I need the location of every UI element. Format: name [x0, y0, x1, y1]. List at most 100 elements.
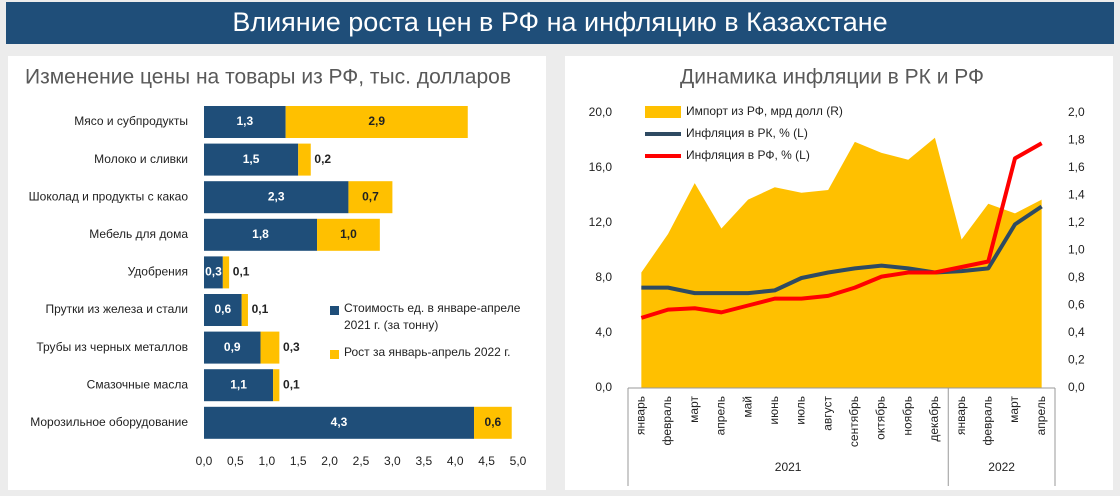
value-label: 0,1	[283, 377, 300, 391]
y2-tick-label: 1,4	[1068, 188, 1085, 202]
y-tick-label: Смазочные масла	[87, 377, 189, 391]
x-tick-label: апрель	[714, 396, 728, 435]
bar-segment	[204, 181, 349, 214]
x-tick-label: 3,5	[415, 454, 432, 468]
chart-title: Изменение цены на товары из РФ, тыс. дол…	[25, 66, 511, 89]
bar-segment	[474, 406, 512, 439]
x-tick-label: октябрь	[874, 396, 888, 440]
value-label: 1,3	[236, 114, 253, 128]
legend-label-box: Стоимость ед. в январе-апреле 2021 г. (з…	[344, 301, 521, 332]
value-label: 0,6	[485, 415, 502, 429]
x-tick-label: 3,0	[384, 454, 401, 468]
y2-tick-label: 0,2	[1068, 353, 1085, 367]
x-tick-label: февраль	[660, 396, 674, 446]
value-label: 0,1	[233, 265, 250, 279]
value-label: 2,9	[368, 114, 385, 128]
line	[640, 141, 1043, 320]
bar-segment	[285, 106, 468, 138]
x-tick-label: апрель	[1034, 396, 1048, 435]
legend-swatch	[645, 106, 681, 118]
y2-tick-label: 1,0	[1068, 243, 1085, 257]
x-tick-label: 2,0	[321, 454, 338, 468]
legend-swatch	[330, 306, 339, 315]
x-tick-label: 5,0	[510, 454, 527, 468]
x-tick-label: июль	[794, 396, 808, 425]
x-tick-label: сентябрь	[847, 396, 861, 447]
bar-segment	[204, 331, 261, 364]
legend-label: Стоимость ед. в январе-апреле 2021 г. (з…	[344, 301, 521, 332]
y2-tick-label: 1,2	[1068, 215, 1085, 229]
x-tick-label: январь	[634, 396, 648, 435]
x-tick-label: февраль	[980, 396, 994, 446]
value-label: 0,1	[252, 302, 269, 316]
y-tick-label: Мебель для дома	[89, 227, 188, 241]
value-label: 0,2	[314, 152, 331, 166]
value-label: 0,9	[224, 340, 241, 354]
y-tick-label: Удобрения	[128, 265, 188, 279]
group-label: 2022	[988, 460, 1015, 474]
x-tick-label: 2,5	[353, 454, 370, 468]
x-tick-label: май	[740, 396, 754, 418]
value-label: 1,8	[252, 227, 269, 241]
bar-segment	[273, 369, 280, 402]
value-label: 1,1	[230, 377, 247, 391]
y2-tick-label: 0,4	[1068, 325, 1085, 339]
x-tick-label: июнь	[767, 396, 781, 425]
legend-swatch	[330, 350, 339, 359]
y-tick-label: 4,0	[595, 325, 612, 339]
x-tick-label: декабрь	[927, 396, 941, 442]
bar-segment	[260, 331, 280, 364]
bar-segment	[204, 294, 242, 326]
value-label: 4,3	[331, 415, 348, 429]
x-tick-label: 0,5	[227, 454, 244, 468]
bar-segment	[204, 106, 286, 138]
y-tick-label: 8,0	[595, 270, 612, 284]
y2-tick-label: 0,8	[1068, 270, 1085, 284]
bar-segment	[204, 143, 299, 176]
bar-segment	[241, 294, 248, 326]
y-tick-label: Шоколад и продукты с какао	[29, 189, 189, 203]
legend-label: Рост за январь-апрель 2022 г.	[344, 345, 511, 359]
y2-tick-label: 0,6	[1068, 298, 1085, 312]
bar-segment	[204, 406, 475, 439]
x-tick-label: 0,0	[196, 454, 213, 468]
value-label: 0,7	[362, 189, 379, 203]
y-tick-label: 16,0	[589, 160, 613, 174]
value-label: 1,5	[243, 152, 260, 166]
x-tick-label: 1,5	[290, 454, 307, 468]
y-tick-label: Мясо и субпродукты	[74, 114, 188, 128]
bar-segment	[348, 181, 393, 214]
legend-label: Инфляция в РК, % (L)	[686, 126, 808, 140]
bar-segment	[204, 369, 274, 402]
y-tick-label: 0,0	[595, 380, 612, 394]
y2-tick-label: 0,0	[1068, 380, 1085, 394]
page-title: Влияние роста цен в РФ на инфляцию в Каз…	[232, 7, 887, 37]
chart-title: Динамика инфляции в РК и РФ	[680, 66, 984, 89]
x-tick-label: 4,0	[447, 454, 464, 468]
value-label: 2,3	[268, 189, 285, 203]
y-tick-label: Трубы из черных металлов	[36, 340, 188, 354]
bar-segment	[317, 218, 380, 251]
x-tick-label: 1,0	[258, 454, 275, 468]
value-label: 0,3	[205, 265, 222, 279]
x-tick-label: 4,5	[478, 454, 495, 468]
x-tick-label: август	[820, 396, 834, 431]
x-tick-label: март	[1007, 396, 1021, 423]
y2-tick-label: 2,0	[1068, 105, 1085, 119]
y2-tick-label: 1,6	[1068, 160, 1085, 174]
y-tick-label: Морозильное оборудование	[30, 415, 188, 429]
value-label: 0,3	[283, 340, 300, 354]
bar-segment	[204, 256, 223, 289]
value-label: 0,6	[214, 302, 231, 316]
x-tick-label: март	[687, 396, 701, 423]
legend-label: Инфляция в РФ, % (L)	[686, 148, 810, 162]
y-tick-label: Молоко и сливки	[94, 152, 188, 166]
x-tick-label: январь	[954, 396, 968, 435]
y-tick-label: Прутки из железа и стали	[46, 302, 189, 316]
y2-tick-label: 1,8	[1068, 133, 1085, 147]
area	[641, 137, 1042, 388]
bar-segment	[204, 218, 318, 251]
y-tick-label: 12,0	[589, 215, 613, 229]
